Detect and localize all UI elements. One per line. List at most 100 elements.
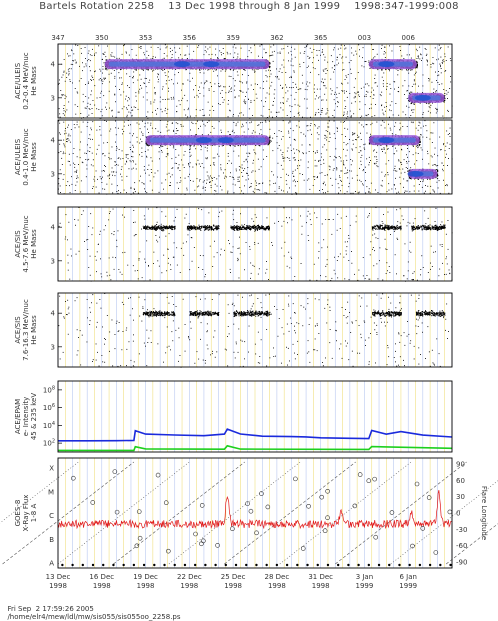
data-point (200, 72, 201, 73)
data-point (240, 81, 241, 82)
data-point (72, 60, 73, 61)
data-point (209, 54, 210, 55)
data-point (200, 179, 201, 180)
data-point (347, 83, 348, 84)
data-point (340, 48, 341, 49)
data-point (114, 94, 115, 95)
data-point (66, 77, 67, 78)
data-point (234, 90, 235, 91)
data-point (283, 97, 284, 98)
data-point (344, 45, 345, 46)
data-point (157, 73, 158, 74)
data-point (167, 99, 168, 100)
data-point (293, 65, 294, 66)
data-point (385, 52, 386, 53)
data-point (352, 132, 353, 133)
data-point (211, 86, 212, 87)
data-point (377, 86, 378, 87)
data-point (376, 156, 377, 157)
data-point (335, 103, 336, 104)
data-point (323, 70, 324, 71)
data-point (446, 90, 447, 91)
data-point (83, 101, 84, 102)
data-point (380, 94, 381, 95)
data-point (315, 166, 316, 167)
data-point (81, 48, 82, 49)
data-point (357, 135, 358, 136)
data-point (270, 47, 271, 48)
data-point (306, 46, 307, 47)
data-point (105, 78, 106, 79)
doy-tick-label: 006 (402, 34, 416, 42)
data-point (334, 117, 335, 118)
data-point (340, 177, 341, 178)
data-point (334, 168, 335, 169)
data-point (230, 134, 231, 135)
data-point (448, 158, 449, 159)
data-point (106, 184, 107, 185)
data-point (150, 103, 151, 104)
data-point (133, 77, 134, 78)
data-point (337, 106, 338, 107)
data-point (329, 141, 330, 142)
data-point (244, 100, 245, 101)
data-point (435, 91, 436, 92)
data-point (435, 72, 436, 73)
data-point (180, 177, 181, 178)
data-point (431, 155, 432, 156)
density-peak (415, 95, 431, 101)
data-point (101, 178, 102, 179)
data-point (177, 83, 178, 84)
data-point (85, 84, 86, 85)
data-point (225, 58, 226, 59)
data-point (334, 99, 335, 100)
data-point (94, 85, 95, 86)
data-point (277, 148, 278, 149)
data-point (359, 192, 360, 193)
data-point (300, 173, 301, 174)
data-point (277, 53, 278, 54)
data-point (382, 110, 383, 111)
data-point (203, 182, 204, 183)
data-point (136, 55, 137, 56)
data-point (318, 60, 319, 61)
data-point (63, 122, 64, 123)
data-point (188, 108, 189, 109)
data-point (178, 57, 179, 58)
data-point (138, 93, 139, 94)
data-point (69, 68, 70, 69)
data-point (322, 108, 323, 109)
data-point (96, 52, 97, 53)
data-point (272, 55, 273, 56)
data-point (371, 108, 372, 109)
y-axis-label: ACE/ULEIS (14, 62, 22, 99)
data-point (86, 66, 87, 67)
data-point (412, 69, 413, 70)
data-point (450, 58, 451, 59)
data-point (63, 108, 64, 109)
data-point (374, 95, 375, 96)
data-point (337, 59, 338, 60)
data-point (174, 74, 175, 75)
data-point (427, 61, 428, 62)
data-point (245, 101, 246, 102)
data-point (338, 102, 339, 103)
data-point (408, 86, 409, 87)
data-point (232, 177, 233, 178)
data-point (76, 170, 77, 171)
data-point (340, 190, 341, 191)
data-point (75, 185, 76, 186)
data-point (337, 57, 338, 58)
data-point (198, 90, 199, 91)
data-point (176, 128, 177, 129)
data-point (364, 66, 365, 67)
data-point (156, 114, 157, 115)
data-point (115, 142, 116, 143)
data-point (234, 192, 235, 193)
data-point (159, 158, 160, 159)
data-point (375, 104, 376, 105)
data-point (441, 83, 442, 84)
data-point (359, 101, 360, 102)
data-point (344, 165, 345, 166)
data-point (152, 71, 153, 72)
